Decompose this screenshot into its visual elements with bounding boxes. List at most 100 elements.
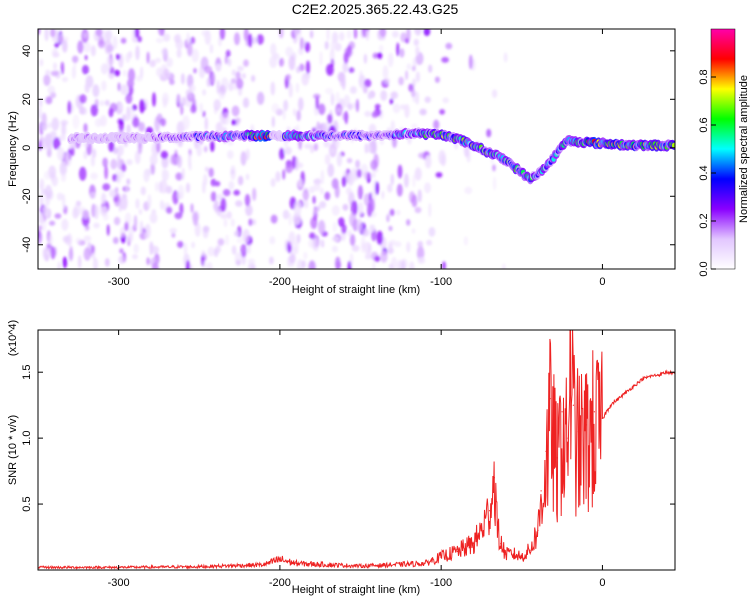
spectrogram-noise-blob: [211, 72, 215, 84]
spectrogram-noise-blob: [335, 260, 342, 269]
spectrogram-noise-blob: [414, 206, 422, 214]
spectrogram-noise-blob: [106, 44, 114, 53]
snr-point: [593, 411, 596, 413]
spectrogram-noise-blob: [210, 191, 217, 202]
spectrogram-noise-blob: [183, 242, 188, 256]
spectrogram-noise-blob: [331, 236, 340, 242]
spectrogram-noise-blob: [308, 260, 316, 269]
spectrogram-noise-blob: [388, 247, 394, 254]
snr-plot-area: [38, 330, 675, 570]
spectrogram-noise-blob: [44, 184, 53, 199]
spectrogram-noise-blob: [435, 172, 443, 178]
spectrogram-noise-blob: [38, 107, 43, 120]
spectrogram-noise-blob: [61, 76, 69, 83]
spectrogram-noise-blob: [270, 214, 278, 224]
spectrogram-noise-blob: [206, 262, 213, 269]
spectrogram-noise-blob: [228, 82, 234, 92]
spectrogram-noise-blob: [83, 235, 92, 242]
snr-line: [38, 330, 675, 570]
x-tick-label: 0: [599, 276, 605, 288]
spectrogram-noise-blob: [367, 92, 373, 100]
snr-point: [666, 371, 668, 373]
spectrogram-noise-blob: [401, 260, 406, 269]
spectrogram-noise-blob: [242, 97, 250, 108]
spectrogram-noise-blob: [332, 31, 339, 44]
snr-point: [472, 543, 474, 545]
spectrogram-noise-blob: [56, 147, 65, 161]
spectrogram-noise-blob: [349, 86, 357, 94]
spectrogram-noise-blob: [149, 212, 158, 224]
spectrogram-noise-blob: [331, 245, 338, 253]
spectrogram-noise-blob: [231, 169, 235, 176]
spectrogram-noise-blob: [118, 255, 126, 264]
spectrogram-noise-blob: [371, 111, 379, 118]
spectrogram-noise-blob: [54, 213, 62, 219]
spectrogram-noise-blob: [363, 193, 371, 207]
snr-point: [545, 450, 547, 452]
spectrogram-noise-blob: [201, 250, 205, 257]
spectrogram-noise-blob: [285, 163, 293, 174]
spectrogram-noise-blob: [309, 30, 314, 39]
spectrogram-noise-blob: [327, 113, 333, 124]
spectrogram-noise-blob: [408, 191, 416, 204]
spectrogram-noise-blob: [417, 189, 422, 203]
spectrogram-noise-blob: [216, 79, 220, 95]
spectrogram-noise-blob: [234, 32, 240, 46]
spectrogram-noise-blob: [237, 65, 244, 72]
spectrogram-noise-blob: [419, 108, 427, 116]
spectrogram-noise-blob: [392, 103, 401, 114]
spectrogram-noise-blob: [45, 69, 51, 75]
spectrogram-noise-blob: [192, 212, 199, 226]
spectrogram-noise-blob: [326, 29, 330, 41]
spectrogram-noise-blob: [332, 222, 337, 232]
spectrogram-noise-blob: [439, 109, 445, 115]
spectrogram-noise-blob: [416, 245, 425, 261]
spectrogram-noise-blob: [72, 55, 79, 64]
snr-point: [569, 332, 571, 334]
snr-point: [634, 384, 636, 386]
spectrogram-noise-blob: [126, 178, 131, 185]
spectrogram-noise-blob: [124, 114, 130, 122]
spectrogram-noise-blob: [89, 191, 96, 200]
spectrogram-noise-blob: [209, 43, 214, 54]
y-tick-label: -40: [21, 237, 33, 253]
snr-point: [513, 553, 515, 555]
spectrogram-noise-blob: [109, 189, 117, 198]
spectrogram-noise-blob: [104, 258, 110, 267]
spectrogram-noise-blob: [85, 224, 90, 231]
spectrogram-noise-blob: [94, 204, 99, 220]
spectrogram-noise-blob: [190, 203, 194, 213]
spectrogram-noise-blob: [309, 232, 316, 240]
spectrogram-noise-blob: [377, 52, 383, 60]
snr-point: [295, 562, 297, 565]
spectrogram-noise-blob: [426, 239, 433, 246]
spectrogram-noise-blob: [364, 110, 372, 117]
spectrogram-noise-blob: [126, 124, 131, 136]
spectrogram-noise-blob: [392, 30, 399, 38]
snr-multiplier: (x10^4): [7, 320, 19, 356]
spectrogram-noise-blob: [395, 210, 401, 216]
spectrogram-noise-blob: [71, 66, 77, 79]
spectrogram-noise-blob: [331, 178, 339, 190]
colorbar-tick-label: 0.4: [698, 165, 710, 180]
spectrogram-noise-blob: [410, 88, 416, 98]
colorbar-label: Normalized spectral amplitude: [738, 75, 750, 223]
spectrogram-noise-blob: [242, 229, 250, 244]
spectrogram-noise-blob: [90, 45, 96, 57]
spectrogram-noise-blob: [288, 231, 296, 246]
spectrogram-noise-blob: [201, 253, 205, 267]
spectrogram-noise-blob: [428, 227, 436, 237]
spectrogram-noise-blob: [313, 143, 319, 151]
spectrogram-noise-blob: [373, 153, 379, 169]
spectrogram-noise-blob: [231, 119, 237, 126]
spectrogram-noise-blob: [245, 173, 250, 181]
snr-point: [521, 556, 523, 558]
x-tick-label: -300: [108, 577, 130, 589]
spectrogram-noise-blob: [134, 29, 140, 38]
spectrogram-noise-blob: [177, 241, 184, 248]
spectrogram-noise-blob: [125, 92, 133, 104]
spectrogram-noise-blob: [155, 181, 159, 192]
spectrogram-noise-blob: [356, 218, 363, 233]
spectrogram-noise-blob: [411, 228, 416, 234]
spectrogram-noise-blob: [72, 114, 80, 129]
